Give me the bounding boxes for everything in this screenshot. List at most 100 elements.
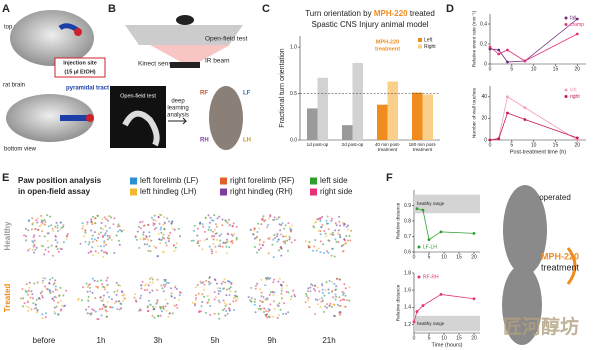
paw-point — [308, 246, 311, 249]
paw-point — [86, 223, 89, 226]
paw-point — [346, 228, 349, 231]
panel-label: A — [2, 3, 10, 15]
paw-point — [280, 246, 283, 249]
paw-point — [343, 305, 346, 308]
x-tick-label-box: 1d post-op — [307, 142, 329, 147]
paw-point — [335, 240, 338, 243]
paw-point — [34, 248, 37, 251]
paw-point — [338, 229, 340, 232]
paw-point — [256, 282, 259, 285]
paw-point — [330, 254, 333, 257]
paw-point — [276, 304, 279, 307]
x-tick-label: 10 — [441, 335, 447, 341]
paw-point — [307, 299, 310, 302]
paw-point — [255, 284, 257, 287]
paw-point — [153, 245, 156, 248]
paw-point — [43, 253, 46, 256]
paw-point — [87, 284, 90, 287]
paw-point — [108, 296, 110, 298]
paw-point — [178, 294, 181, 297]
paw-point — [332, 314, 335, 317]
paw-point — [50, 224, 53, 227]
column-label: 9h — [268, 336, 277, 345]
paw-point — [206, 301, 209, 304]
paw-point — [81, 227, 84, 230]
paw-point — [148, 245, 151, 248]
paw-point — [48, 281, 51, 284]
legend-label: right side — [320, 187, 353, 196]
legend-label: left hindleg (LH) — [140, 187, 197, 196]
paw-point — [139, 308, 141, 311]
paw-point — [43, 277, 46, 280]
paw-point — [27, 309, 30, 312]
paw-point — [259, 238, 262, 241]
text: MPH-220 — [541, 251, 579, 261]
paw-point — [249, 299, 252, 302]
paw-point — [203, 288, 206, 291]
x-tick-label: 15 — [456, 254, 462, 260]
paw-point — [145, 235, 148, 237]
paw-point — [319, 220, 322, 222]
paw-point — [118, 239, 120, 242]
paw-point — [52, 283, 55, 286]
paw-point — [324, 305, 327, 308]
legend-label: left — [570, 87, 577, 93]
bar — [387, 81, 398, 140]
text: Injection site — [63, 60, 97, 66]
paw-point — [99, 245, 102, 248]
point — [506, 60, 509, 64]
paw-point — [47, 250, 50, 253]
paw-point — [163, 228, 166, 231]
text: (15 µl EtOH) — [64, 69, 95, 75]
paw-point — [224, 219, 227, 222]
paw-point — [320, 226, 323, 229]
paw-point — [329, 302, 332, 305]
point — [421, 304, 425, 307]
paw-point — [213, 312, 216, 315]
paw-point — [141, 280, 144, 283]
paw-point — [290, 228, 293, 231]
paw-point — [287, 311, 290, 314]
injection-icon — [74, 28, 82, 36]
paw-point — [273, 278, 276, 281]
paw-point — [314, 298, 317, 301]
paw-point — [323, 230, 326, 232]
paw-point — [119, 229, 121, 232]
paw-point — [338, 311, 341, 314]
paw-point — [339, 299, 342, 302]
paw-point — [266, 226, 269, 229]
paw-point — [58, 294, 61, 297]
paw-point — [51, 297, 54, 300]
paw-point — [137, 225, 140, 228]
paw-point — [27, 306, 30, 309]
paw-point — [97, 318, 100, 321]
text: analysis — [167, 113, 189, 119]
point — [488, 138, 492, 142]
paw-point — [142, 237, 145, 239]
y-axis-label: Relative distance — [395, 284, 401, 321]
paw-point — [31, 248, 34, 251]
bar — [422, 94, 433, 140]
paw-point — [253, 303, 256, 306]
paw-point — [147, 310, 149, 313]
paw-point — [321, 297, 323, 300]
paw-point — [229, 290, 232, 293]
paw-point — [135, 300, 138, 303]
paw-point — [201, 301, 204, 303]
rat-image — [503, 185, 547, 275]
paw-point — [41, 290, 43, 293]
paw-point — [102, 255, 105, 258]
paw-point — [281, 222, 284, 225]
paw-point — [225, 288, 228, 291]
paw-point — [235, 299, 237, 302]
paw-point — [331, 247, 333, 250]
paw-point — [101, 235, 104, 237]
paw-point — [282, 313, 285, 315]
paw-point — [27, 290, 30, 293]
x-tick-label: 5 — [510, 66, 513, 72]
paw-point — [146, 306, 149, 309]
paw-point — [280, 247, 283, 250]
paw-point — [61, 304, 64, 307]
paw-point — [209, 229, 212, 232]
annotation: MPH-220 — [376, 39, 399, 45]
